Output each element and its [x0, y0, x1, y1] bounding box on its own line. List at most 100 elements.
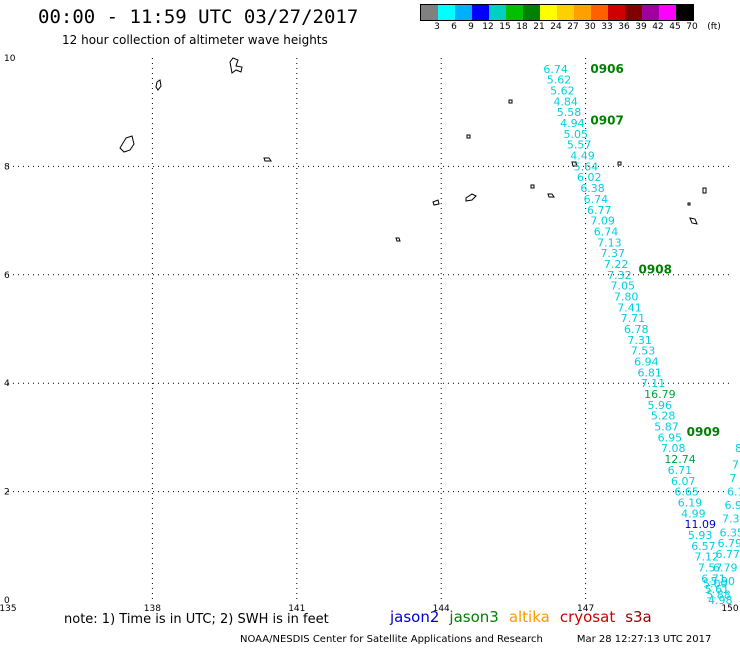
y-tick-label: 0: [4, 596, 10, 606]
swh-value: 6.65: [674, 486, 699, 499]
y-tick-label: 4: [4, 379, 10, 389]
swh-value: 4.99: [681, 507, 706, 520]
swh-value: 6.79: [713, 561, 738, 574]
legend-swatch: [642, 5, 659, 20]
legend-swatch: [506, 5, 523, 20]
swh-value: 6.57: [691, 540, 716, 553]
island-outlines: [119, 57, 707, 242]
island-outline: [617, 161, 622, 166]
island-outline: [432, 199, 440, 206]
swh-value: 7.12: [695, 551, 720, 564]
swh-value: 7.13: [597, 236, 622, 249]
swh-value: 5.96: [648, 399, 673, 412]
legend-label: 6: [451, 22, 457, 32]
swh-value: 6.77: [587, 204, 612, 217]
swh-value: 5.64: [574, 160, 599, 173]
island-outline: [702, 187, 707, 194]
swh-value: 7.08: [661, 442, 686, 455]
legend-swatch: [489, 5, 506, 20]
swh-value: 7.32: [607, 269, 632, 282]
swh-value: 6.07: [671, 475, 696, 488]
swh-value: 5.28: [651, 410, 676, 423]
legend-unit: (ft): [707, 22, 721, 32]
swh-value: 5.00: [703, 578, 728, 591]
legend-swatch: [438, 5, 455, 20]
x-tick-label: 135: [0, 604, 17, 614]
swh-value: 6.9: [725, 499, 740, 512]
legend-label: 42: [652, 22, 664, 32]
island-outline: [263, 157, 272, 162]
swh-value: 5.58: [557, 106, 582, 119]
legend-label: 45: [669, 22, 681, 32]
island-outline: [229, 57, 243, 74]
swh-value: 6.77: [716, 548, 740, 561]
y-tick-label: 6: [4, 271, 10, 281]
legend-label: 3: [434, 22, 440, 32]
swh-value: 6.35: [720, 526, 740, 539]
swh-value: 4.84: [553, 95, 578, 108]
island-outline: [530, 184, 535, 189]
swh-value: 6.02: [577, 171, 602, 184]
swh-value: 5.87: [654, 421, 679, 434]
swh-value: 16.79: [644, 388, 676, 401]
legend-label: 12: [482, 22, 494, 32]
legend-swatch: [608, 5, 625, 20]
swh-value: 7.36: [722, 513, 740, 526]
swh-value: 5.90: [711, 575, 736, 588]
swh-value: 7: [730, 472, 737, 485]
swh-value: 6.38: [580, 182, 605, 195]
legend-label: 27: [567, 22, 579, 32]
x-tick-label: 144: [433, 604, 450, 614]
swh-value: 5.88: [706, 589, 731, 602]
island-outline: [547, 193, 555, 198]
legend-swatch: [591, 5, 608, 20]
swh-value: 11.09: [684, 518, 716, 531]
satellite-altika: altika: [508, 608, 550, 626]
swh-value: 6.74: [594, 225, 619, 238]
swh-value: 7.05: [611, 280, 636, 293]
swh-value: 6.1: [727, 486, 740, 499]
swh-value: 12.74: [664, 453, 696, 466]
legend-swatch: [557, 5, 574, 20]
legend-label: 70: [686, 22, 698, 32]
legend-label: 39: [635, 22, 647, 32]
swh-value: 7.09: [590, 215, 615, 228]
legend-swatch: [421, 5, 438, 20]
swh-value: 7.31: [627, 334, 652, 347]
legend-color-bar: [420, 4, 694, 21]
legend-swatch: [659, 5, 676, 20]
island-outline: [155, 79, 162, 91]
island-outline: [119, 135, 135, 153]
swh-value: 7.71: [621, 312, 646, 325]
legend-swatch: [523, 5, 540, 20]
legend-swatch: [676, 5, 693, 20]
legend-label: 9: [468, 22, 474, 32]
satellite-jason3: jason3: [449, 608, 499, 626]
island-outline: [687, 202, 691, 206]
satellite-legend: jason2 jason3 altika cryosat s3a: [390, 608, 662, 626]
swh-value: 4.98: [708, 594, 733, 607]
legend-swatch: [625, 5, 642, 20]
swh-value: 6.74: [584, 193, 609, 206]
swh-value: 7.41: [617, 301, 642, 314]
island-outline: [466, 134, 471, 139]
swh-value: 7.37: [600, 247, 625, 260]
satellite-cryosat: cryosat: [559, 608, 616, 626]
swh-value: 7.53: [631, 345, 656, 358]
swh-value: 6.95: [658, 431, 683, 444]
y-tick-label: 8: [4, 162, 10, 172]
swh-value: 6.79: [718, 537, 740, 550]
swh-value: 6.94: [634, 356, 659, 369]
legend-label: 15: [499, 22, 511, 32]
legend-swatch: [472, 5, 489, 20]
satellite-track: 6.745.625.624.845.584.945.055.574.495.64…: [543, 62, 740, 607]
legend-label: 24: [550, 22, 562, 32]
page-subtitle: 12 hour collection of altimeter wave hei…: [62, 33, 328, 47]
footer-timestamp: Mar 28 12:27:13 UTC 2017: [576, 634, 712, 645]
swh-value: 7: [732, 459, 739, 472]
time-label: 0909: [687, 425, 720, 439]
time-label: 0906: [590, 62, 623, 76]
x-tick-label: 150: [721, 604, 738, 614]
swh-value: 6.74: [543, 63, 568, 76]
island-outline: [571, 161, 578, 167]
